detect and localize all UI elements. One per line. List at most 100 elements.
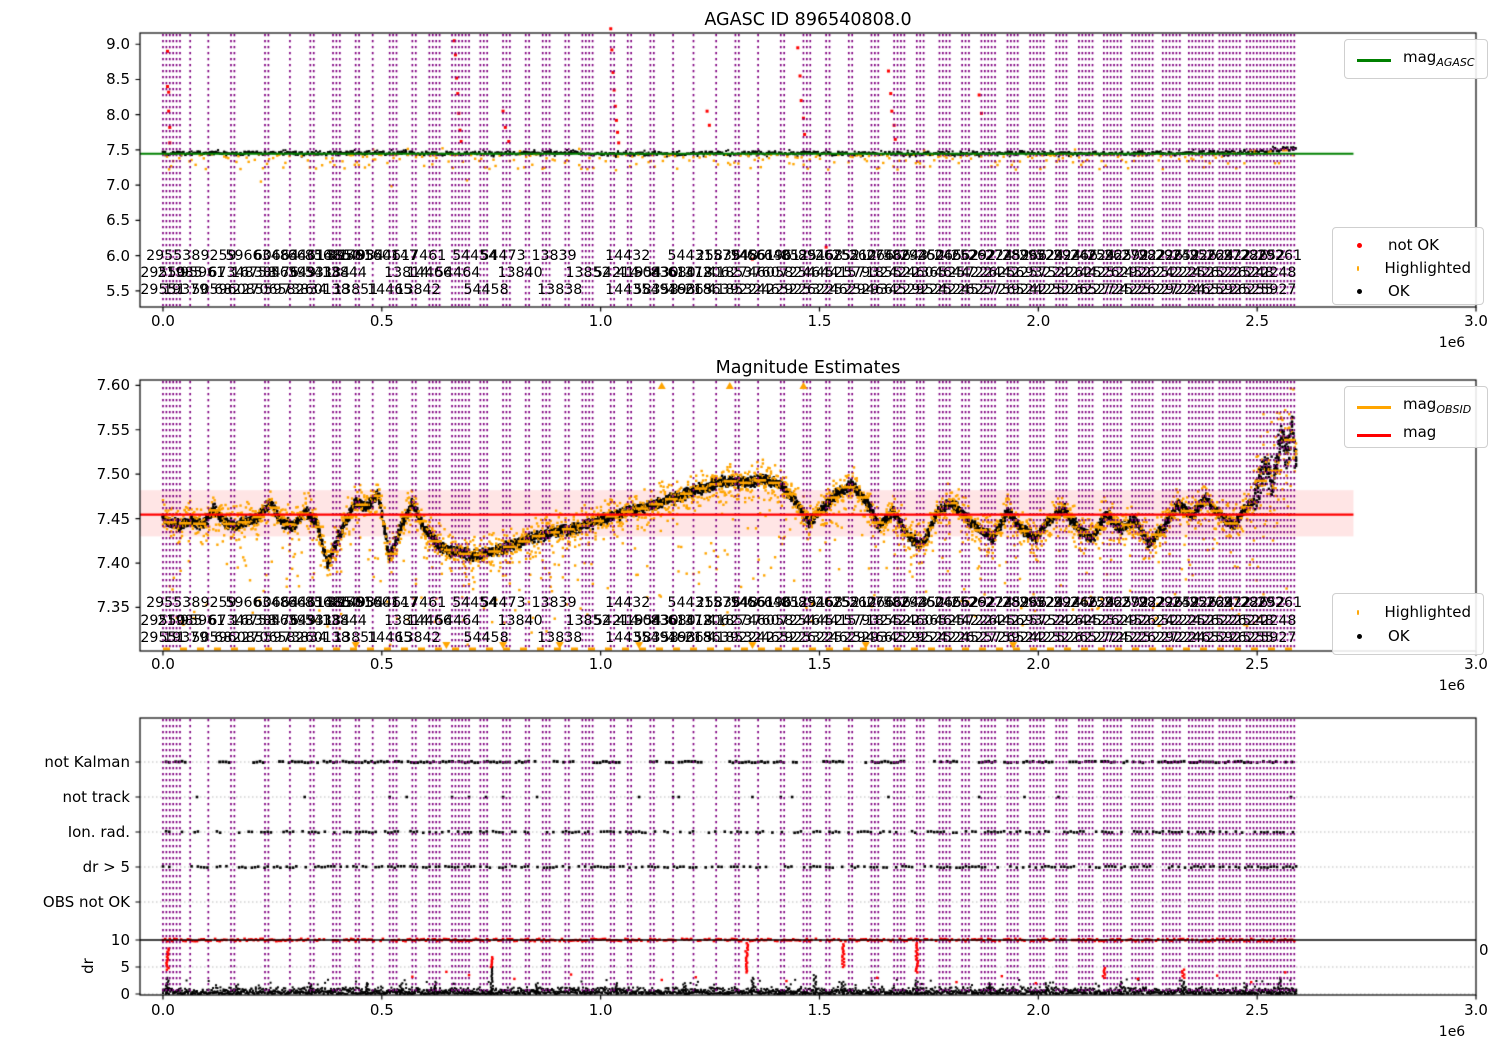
obsid-annotation: 14934	[338, 248, 384, 264]
x-tick-label: 1.5	[807, 1001, 832, 1019]
obsid-annotation: 64011	[763, 248, 810, 264]
obsid-annotation: 27224	[1160, 630, 1206, 646]
category-label: OBS not OK	[42, 893, 130, 911]
x-tick-label: 2.0	[1026, 655, 1051, 673]
obsid-annotation: 28252	[1239, 248, 1286, 264]
obsid-annotation: 54454	[452, 248, 498, 264]
obsid-annotation: 59663	[225, 248, 271, 264]
obsid-annotation: 17461	[401, 248, 447, 264]
obsid-annotation: 89561	[327, 595, 373, 611]
y-tick-label: 5.5	[106, 281, 130, 300]
obsid-annotation: 29252	[1154, 248, 1201, 264]
legend-item-mag-obsid: magOBSID	[1357, 393, 1475, 421]
obsid-annotation: 41853	[707, 282, 753, 298]
obsid-annotation: 67348	[208, 613, 254, 629]
obsid-annotation: 24629	[820, 630, 866, 646]
obsid-annotation: 95546	[355, 595, 401, 611]
obsid-annotation: 85686	[304, 248, 350, 264]
obsid-annotation: 14465	[367, 282, 413, 298]
obsid-annotation: 21985	[157, 265, 203, 281]
obsid-annotation: 24926	[1171, 595, 1218, 611]
obsid-annotation: 23652	[911, 265, 957, 281]
obsid-annotation: 22248	[1251, 265, 1297, 281]
obsid-annotation: 57224	[956, 265, 1002, 281]
x-tick-label: 1.0	[588, 312, 613, 330]
obsid-annotation: 46442	[933, 265, 980, 281]
obsid-annotation: 54431	[667, 248, 713, 264]
obsid-annotation: 60138	[304, 282, 350, 298]
obsid-annotation: 13852	[565, 265, 611, 281]
obsid-annotation: 60664	[253, 595, 299, 611]
obsid-annotation: 27252	[984, 248, 1031, 264]
obsid-annotation: 50596	[191, 630, 237, 646]
obsid-annotation: 26225	[797, 282, 844, 298]
obsid-annotation: 66196	[746, 595, 793, 611]
obsid-annotation: 67348	[208, 265, 254, 281]
obsid-annotation: 44157	[820, 613, 866, 629]
obsid-annotation: 92242	[729, 630, 775, 646]
obsid-annotation: 13851	[333, 282, 379, 298]
red-dot-icon	[1357, 243, 1362, 248]
middle-plot-title: Magnitude Estimates	[715, 358, 901, 378]
obsid-annotation: 29224	[1018, 595, 1065, 611]
obsid-annotation: 25252	[1115, 282, 1161, 298]
obsid-annotation: 13838	[537, 630, 583, 646]
y-tick-label: 7.35	[96, 598, 130, 617]
obsid-annotation: 44157	[820, 265, 866, 281]
y-tick-label: 9.0	[106, 35, 130, 54]
x-axis-offset-label: 1e6	[1438, 1024, 1466, 1040]
legend-mag-lines: magOBSID mag	[1344, 386, 1488, 448]
obsid-annotation: 56549	[270, 265, 316, 281]
obsid-annotation: 54473	[480, 595, 526, 611]
obsid-annotation: 29253	[775, 282, 821, 298]
obsid-annotation: 21863	[684, 630, 730, 646]
obsid-annotation: 25925	[1205, 630, 1252, 646]
obsid-annotation: 08559	[236, 630, 282, 646]
obsid-annotation: 26065	[916, 595, 963, 611]
obsid-annotation: 25512	[831, 248, 878, 264]
obsid-annotation: 18552	[865, 265, 912, 281]
obsid-annotation: 26242	[1137, 613, 1184, 629]
obsid-annotation: 19379	[163, 630, 209, 646]
obsid-annotation: 39331	[287, 265, 333, 281]
obsid-annotation: 24252	[1024, 282, 1070, 298]
obsid-annotation: 58358	[633, 282, 679, 298]
y-tick-label: 8.5	[106, 70, 130, 89]
obsid-annotation: 68227	[214, 282, 260, 298]
obsid-annotation: 27265	[979, 282, 1025, 298]
obsid-annotation: 57224	[956, 613, 1002, 629]
obsid-annotation: 25293	[843, 630, 889, 646]
obsid-annotation: 50596	[191, 282, 237, 298]
obsid-annotation: 52629	[1092, 613, 1138, 629]
obsid-annotation: 89561	[327, 248, 373, 264]
obsid-annotation: 27224	[1160, 282, 1206, 298]
obsid-annotation: 29452	[899, 595, 946, 611]
obsid-annotation: 41954	[616, 613, 662, 629]
obsid-annotation: 95546	[355, 248, 401, 264]
obsid-annotation: 27922	[1120, 595, 1167, 611]
x-tick-label: 2.5	[1245, 1001, 1270, 1019]
red-line-sample	[1357, 433, 1391, 437]
obsid-annotation: 13844	[321, 613, 367, 629]
obsid-annotation: 25245	[933, 282, 980, 298]
obsid-annotation: 27242	[1092, 282, 1138, 298]
obsid-annotation: 18552	[865, 613, 912, 629]
dr-axis-label: dr	[79, 958, 97, 974]
obsid-annotation: 41954	[616, 265, 662, 281]
obsid-annotation: 28966	[1001, 595, 1048, 611]
obsid-annotation: 92242	[729, 282, 775, 298]
obsid-annotation: 37206	[684, 613, 730, 629]
obsid-annotation: 60147	[372, 595, 418, 611]
dr-tick-label: 10	[110, 931, 130, 949]
obsid-annotation: 52262	[1047, 265, 1093, 281]
obsid-annotation: 29551	[140, 630, 186, 646]
obsid-annotation: 14432	[605, 248, 651, 264]
obsid-annotation: 26225	[797, 630, 844, 646]
dr-tick-label: 0	[120, 985, 130, 1003]
obsid-annotation: 25252	[1115, 630, 1161, 646]
obsid-annotation: 24262	[1183, 613, 1229, 629]
y-tick-label: 8.0	[106, 105, 130, 124]
obsid-annotation: 26527	[1069, 630, 1116, 646]
x-tick-label: 2.0	[1026, 1001, 1051, 1019]
obsid-annotation: 25262	[1047, 282, 1093, 298]
